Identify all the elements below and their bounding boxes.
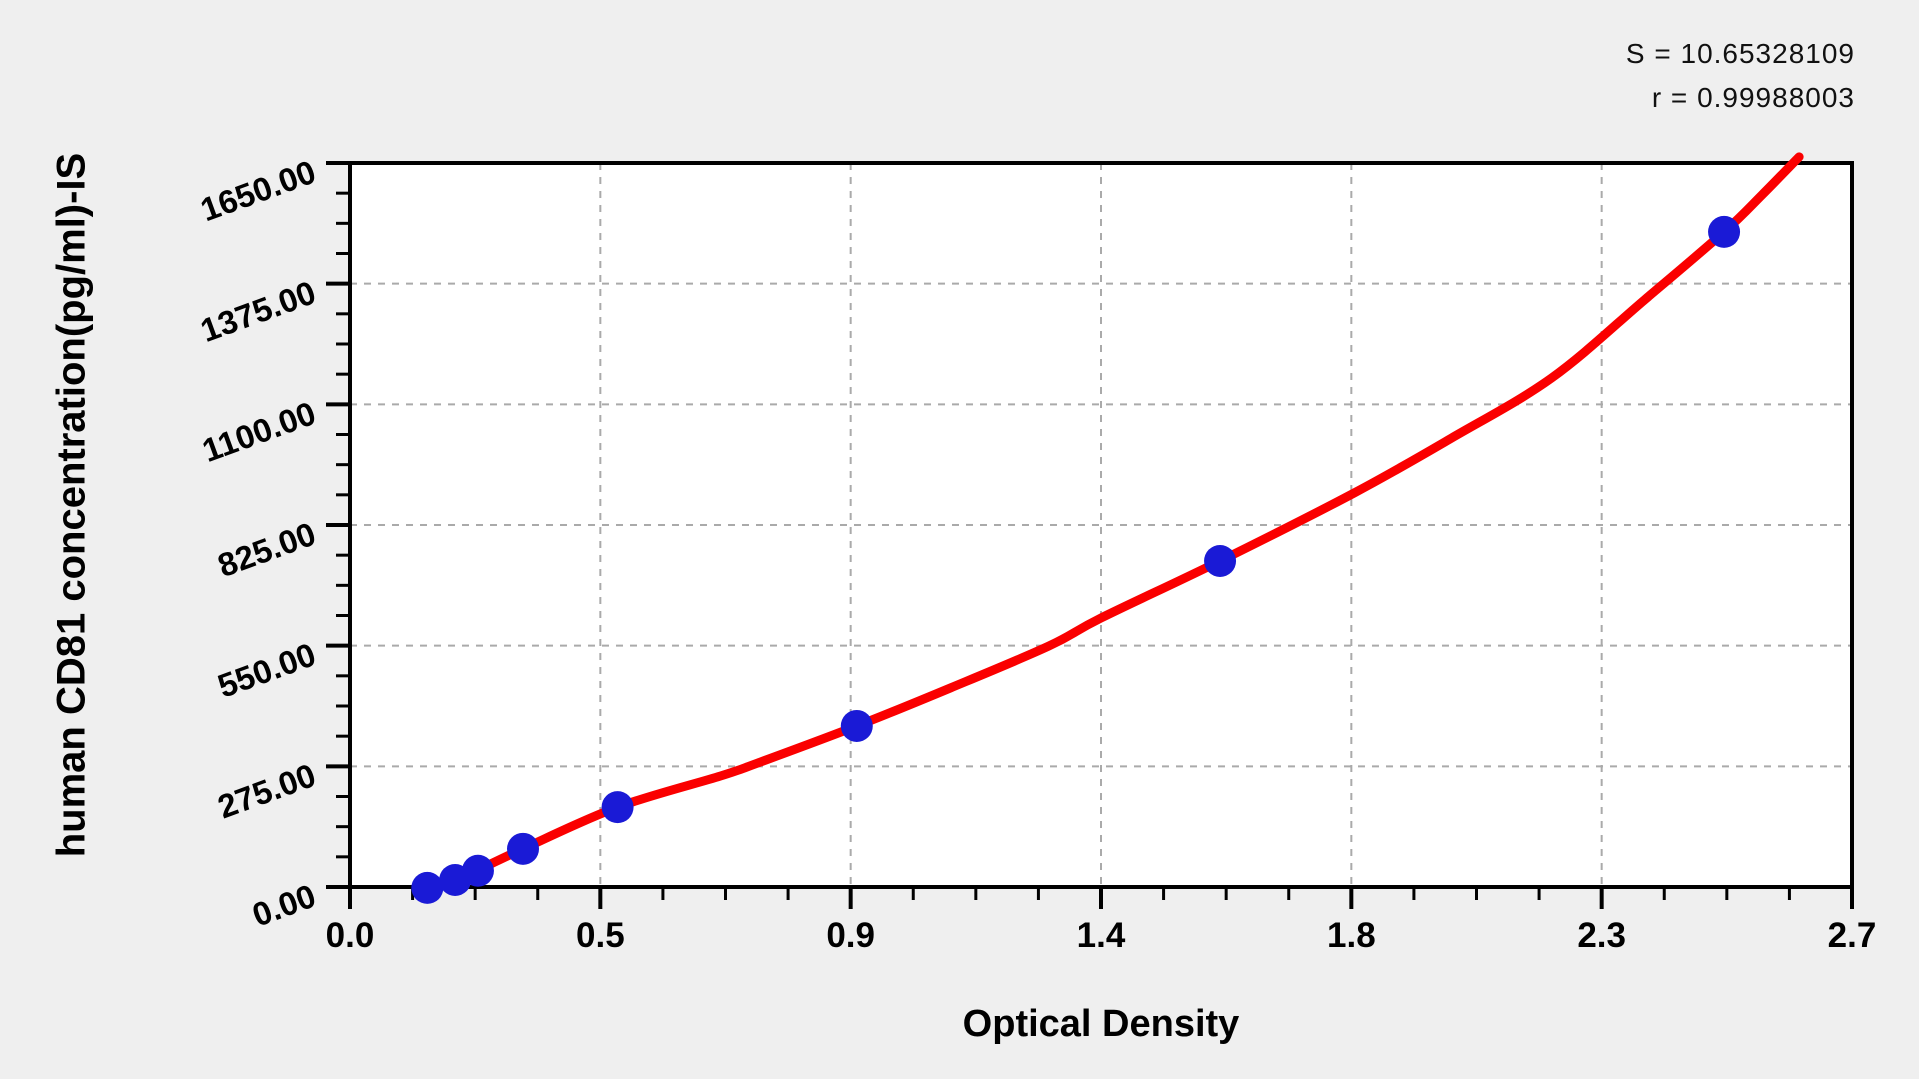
y-tick-label: 825.00 <box>213 515 321 584</box>
y-tick-label: 550.00 <box>213 635 321 704</box>
y-axis-title: human CD81 concentration(pg/ml)-IS <box>49 152 94 858</box>
x-tick-label: 1.8 <box>1327 916 1376 955</box>
x-tick-label: 0.9 <box>826 916 875 955</box>
x-tick-label: 1.4 <box>1077 916 1126 955</box>
x-tick-label: 0.5 <box>576 916 625 955</box>
data-point <box>1204 544 1237 577</box>
y-tick-label: 275.00 <box>213 756 321 825</box>
fit-curve <box>413 152 1804 894</box>
fit-statistic-r: r = 0.99988003 <box>1651 82 1855 113</box>
data-point <box>1708 215 1741 248</box>
x-tick-label: 0.0 <box>326 916 375 955</box>
y-tick-label: 1375.00 <box>196 273 321 349</box>
y-tick-label: 1650.00 <box>196 153 321 229</box>
data-point <box>601 791 634 824</box>
x-tick-label: 2.3 <box>1577 916 1626 955</box>
x-axis-title: Optical Density <box>962 1003 1240 1045</box>
data-point <box>507 832 540 865</box>
data-point <box>461 854 494 887</box>
data-point <box>840 709 873 742</box>
x-tick-label: 2.7 <box>1828 916 1877 955</box>
data-point <box>411 871 444 904</box>
fit-statistic-s: S = 10.65328109 <box>1625 38 1855 69</box>
y-tick-label: 0.00 <box>247 877 320 934</box>
y-tick-label: 1100.00 <box>197 394 320 469</box>
